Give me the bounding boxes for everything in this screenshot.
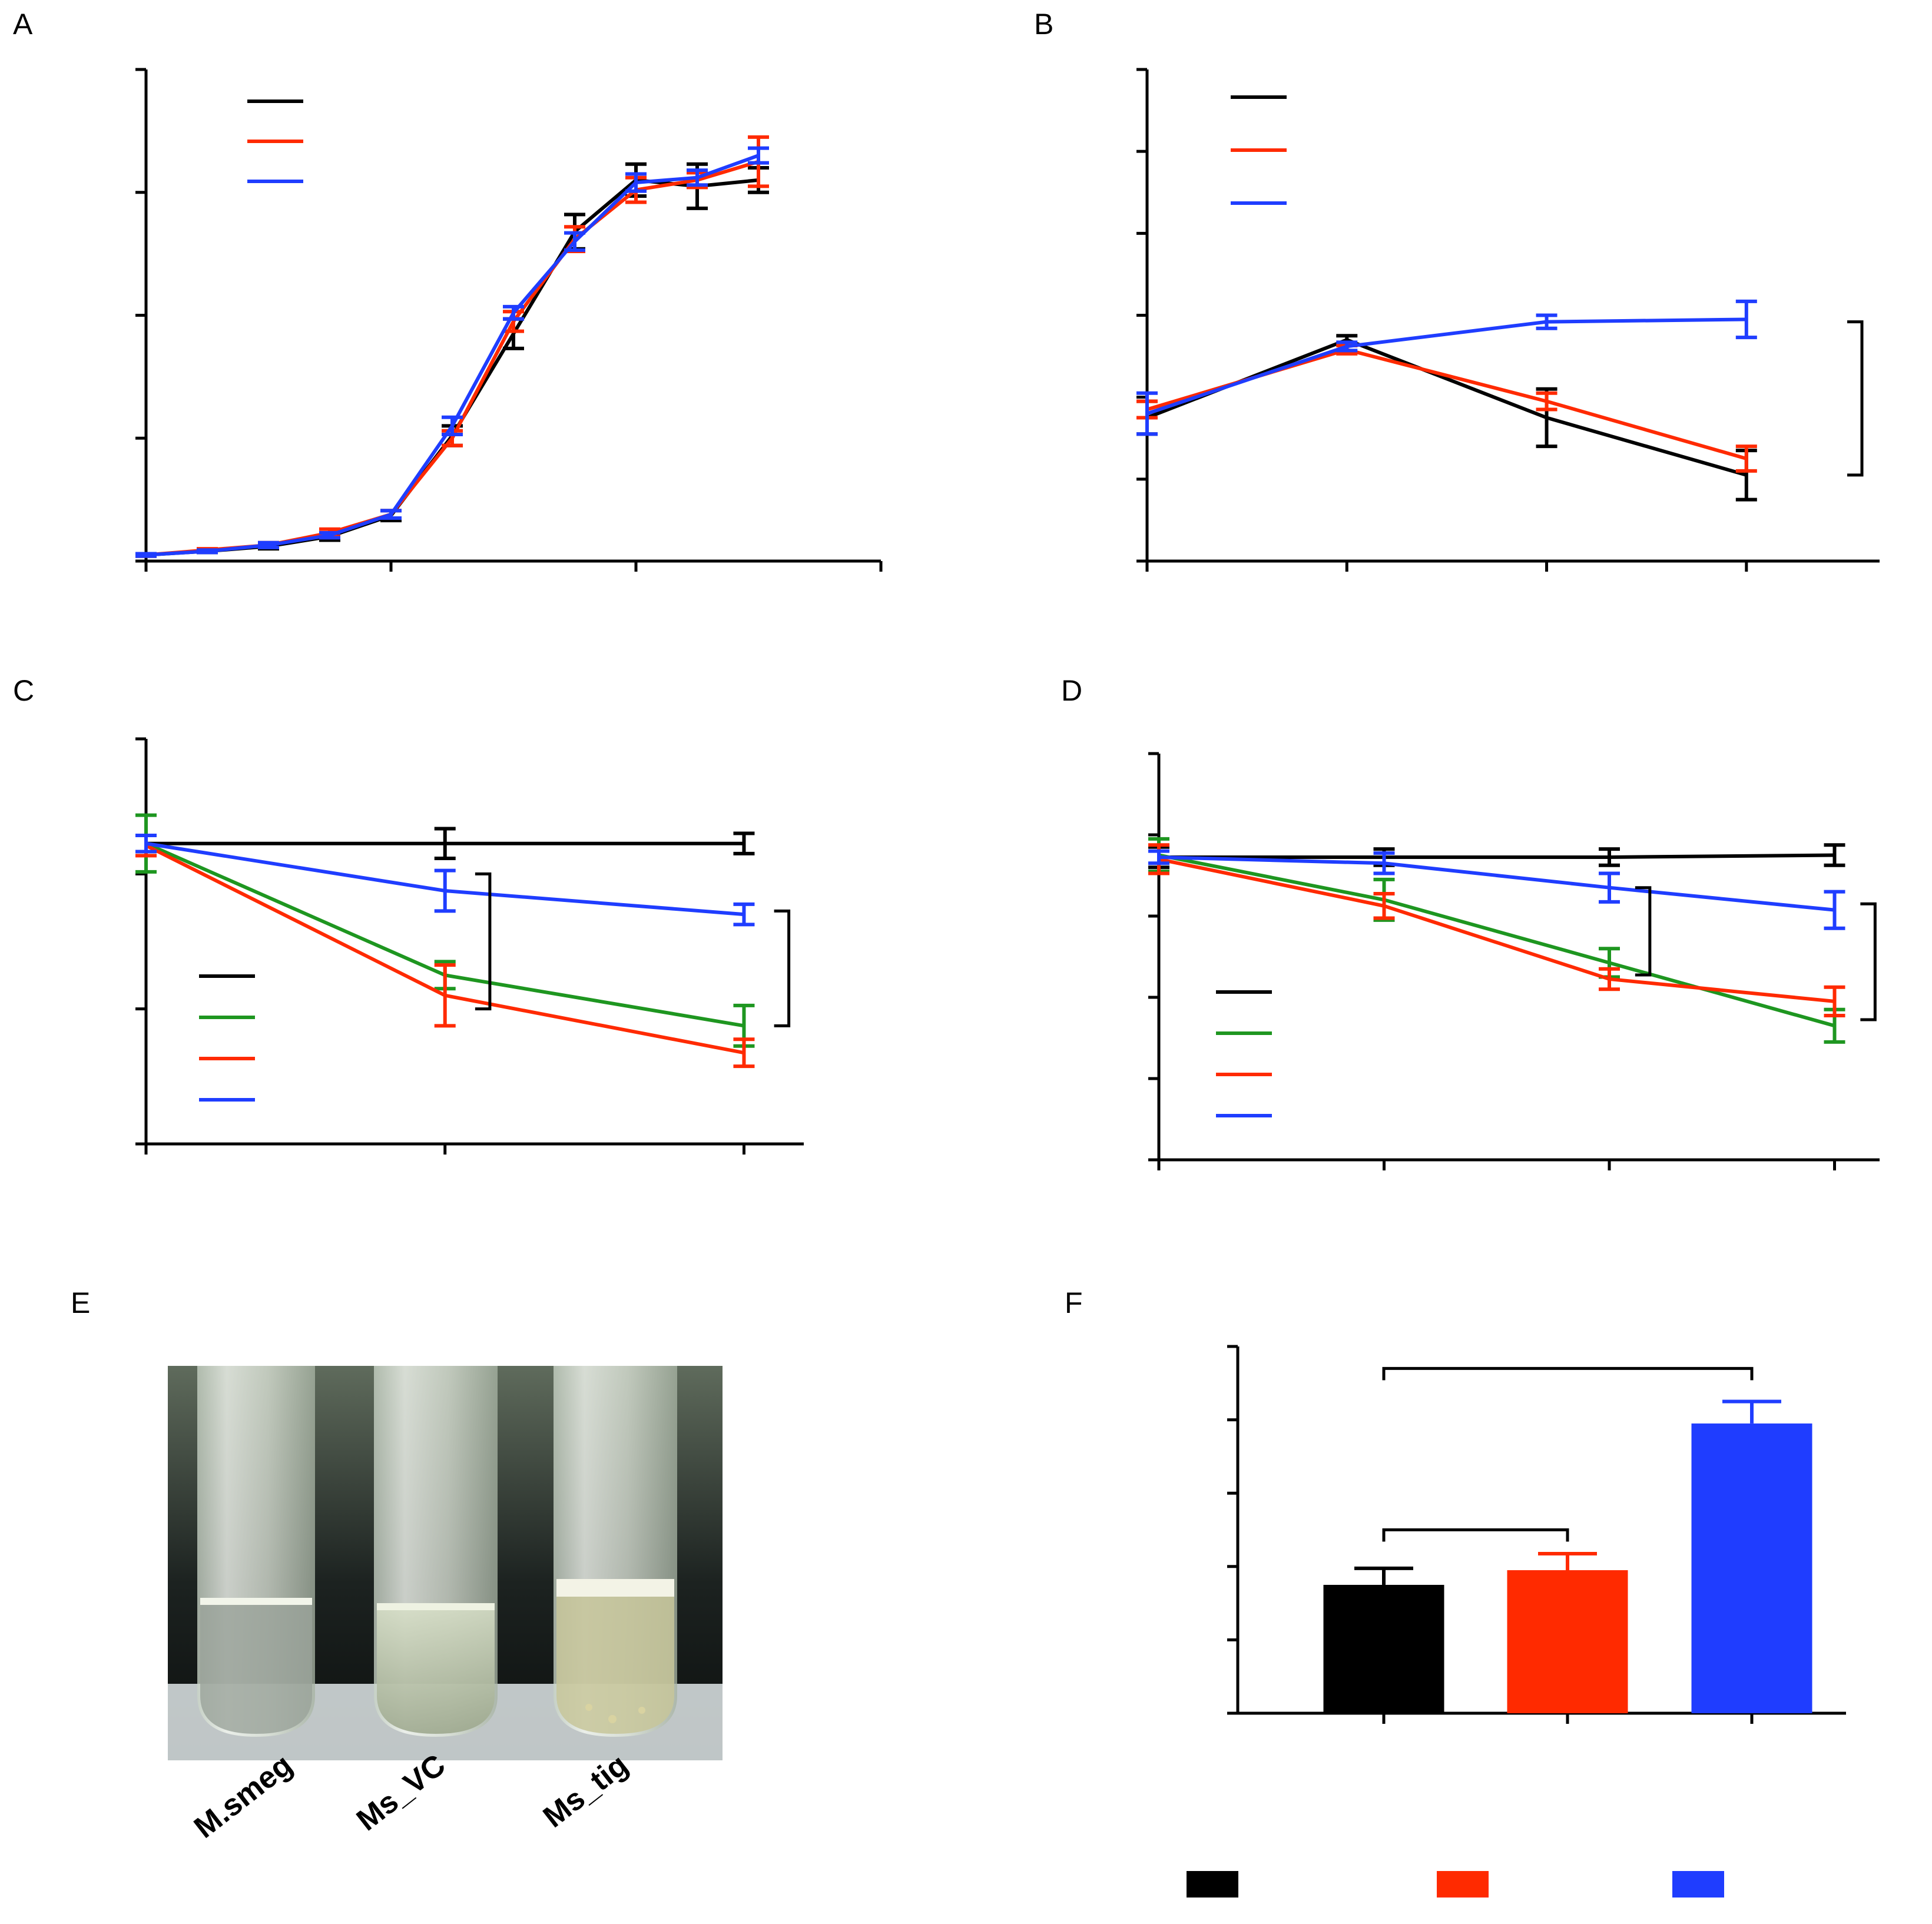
panel-label-a: A: [13, 8, 33, 41]
error-bar: [1373, 851, 1395, 875]
legend-swatch: [1187, 1871, 1238, 1898]
tube-label: Ms_tig: [537, 1748, 634, 1835]
legend-swatch: [1672, 1871, 1724, 1898]
error-bar: [1735, 444, 1757, 473]
error-bar: [1536, 391, 1557, 412]
error-bar: [434, 868, 456, 913]
tube-label: M.smeg: [188, 1748, 299, 1845]
significance-bracket: [1860, 902, 1877, 1021]
error-bar: [1824, 890, 1845, 930]
error-bar: [442, 415, 463, 436]
tube-label: Ms_VC: [350, 1748, 452, 1837]
significance-bracket: [1847, 320, 1864, 477]
error-bar: [733, 1037, 755, 1069]
error-bar: [733, 831, 755, 855]
error-bar: [1373, 892, 1395, 920]
legend-swatch: [1437, 1871, 1489, 1898]
error-bar: [748, 146, 769, 165]
panel-b-survival-chart: [1136, 68, 1880, 572]
series-line-ms_tig: [1158, 855, 1835, 912]
significance-bracket: [774, 909, 791, 1027]
error-bar: [1148, 849, 1169, 865]
error-bar: [1599, 967, 1620, 991]
error-bar: [1824, 985, 1845, 1018]
error-bar: [625, 172, 647, 193]
panel-f-bar-chart: [1187, 1345, 1846, 1898]
error-bar: [1136, 391, 1158, 436]
panel-label-e: E: [71, 1286, 90, 1319]
significance-bracket: [1382, 1528, 1569, 1542]
error-bar: [135, 833, 157, 854]
error-bar: [1536, 313, 1557, 330]
error-bar: [258, 540, 279, 550]
tube-3: [554, 1366, 677, 1737]
bar-msvc: [1507, 1570, 1628, 1713]
panel-a-growth-curve: [135, 68, 883, 572]
panel-c-cfu-chart: [135, 737, 804, 1155]
panel-label-b: B: [1034, 8, 1053, 41]
significance-bracket: [475, 872, 492, 1011]
series-line-ms_wt: [1146, 338, 1747, 477]
panel-label-c: C: [13, 674, 34, 707]
error-bar: [380, 509, 402, 520]
significance-bracket: [1382, 1366, 1754, 1381]
series-line-ms_wt: [1158, 853, 1835, 1028]
panel-e-tube-photo: M.smeg Ms_VC Ms_tig: [168, 1366, 723, 1845]
error-bar: [687, 168, 708, 187]
series-line-ms_vc: [145, 160, 759, 557]
series-line-ut: [1159, 853, 1835, 859]
panel-d-cfu-chart: [1148, 752, 1880, 1170]
panel-label-d: D: [1061, 674, 1082, 707]
error-bar: [135, 552, 157, 558]
series-line-ms_vc: [1158, 857, 1835, 1003]
error-bar: [434, 827, 456, 860]
error-bar: [1735, 299, 1757, 340]
bar-mstig: [1691, 1423, 1812, 1713]
series-line-ms_wt: [145, 178, 759, 557]
series-line-ms_tig: [145, 154, 760, 557]
error-bar: [197, 548, 218, 555]
bar-msmeg: [1323, 1584, 1444, 1713]
error-bar: [1824, 843, 1845, 867]
tube-2: [374, 1366, 498, 1737]
significance-bracket: [1635, 886, 1652, 977]
photo-tube-labels: M.smeg Ms_VC Ms_tig: [188, 1748, 634, 1845]
error-bar: [1599, 871, 1620, 904]
panel-label-f: F: [1065, 1286, 1083, 1319]
error-bar: [319, 530, 340, 540]
error-bar: [1336, 340, 1358, 353]
error-bar: [503, 304, 524, 321]
error-bar: [434, 963, 456, 1028]
series-line-ms-tig: [1146, 317, 1747, 416]
error-bar: [564, 231, 585, 252]
tube-1: [197, 1366, 315, 1737]
error-bar: [1599, 847, 1620, 867]
series-line-ms_vc: [1146, 347, 1747, 460]
error-bar: [733, 902, 755, 927]
